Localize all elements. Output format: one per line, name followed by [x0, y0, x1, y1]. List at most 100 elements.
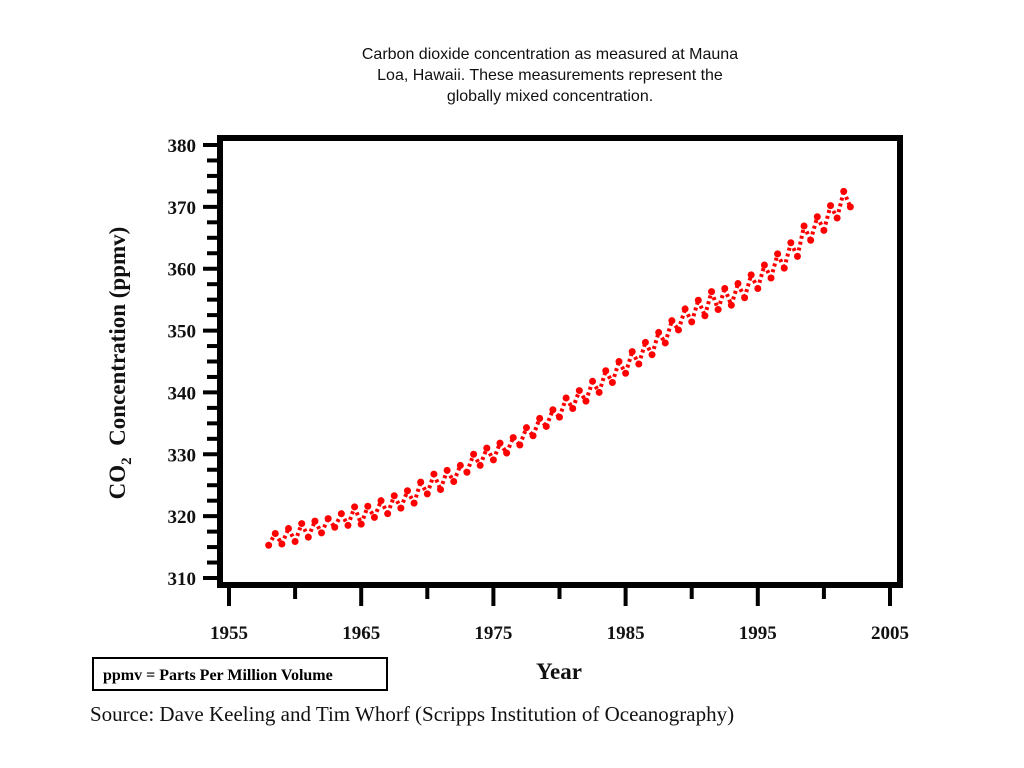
data-point — [628, 348, 636, 356]
data-point — [787, 239, 795, 247]
x-tick-label: 1985 — [607, 623, 645, 644]
data-point — [450, 478, 458, 486]
y-axis-label-subscript: 2 — [119, 457, 135, 465]
data-point — [714, 306, 722, 314]
data-point — [476, 461, 484, 469]
data-point — [377, 497, 385, 505]
data-point — [443, 466, 451, 474]
data-point — [337, 510, 345, 518]
data-point — [370, 513, 378, 521]
data-point — [721, 285, 729, 293]
data-points — [265, 187, 854, 549]
data-point — [608, 379, 616, 387]
data-point — [827, 202, 835, 210]
data-point — [542, 422, 550, 430]
data-point — [747, 271, 755, 279]
data-point — [780, 264, 788, 272]
units-note-text: ppmv = Parts Per Million Volume — [103, 667, 333, 684]
data-point — [437, 486, 445, 494]
series-segment — [742, 274, 754, 299]
data-point — [595, 388, 603, 396]
series-segment — [782, 242, 793, 269]
data-point — [410, 499, 418, 507]
data-point — [562, 394, 570, 402]
data-point — [641, 338, 649, 346]
data-point — [351, 503, 359, 511]
data-point — [344, 521, 352, 529]
data-point — [569, 405, 577, 413]
data-point — [357, 520, 365, 528]
data-point — [661, 339, 669, 347]
series-segment — [623, 351, 635, 374]
series-segment — [821, 205, 833, 231]
data-point — [529, 432, 537, 440]
series-segment — [729, 282, 740, 306]
data-point — [311, 517, 319, 525]
y-tick-label: 320 — [168, 507, 197, 528]
series-segment — [808, 216, 820, 241]
data-point — [331, 523, 339, 531]
data-point — [754, 285, 762, 293]
data-point — [384, 510, 392, 518]
axis-ticks: 310 320 330 340 350 360 370 380 1955 1965 1975 1985… — [168, 136, 910, 644]
data-point — [278, 540, 286, 548]
data-point — [622, 369, 630, 377]
series-segment — [663, 320, 674, 344]
series-segment — [636, 341, 648, 365]
y-tick-label: 350 — [168, 322, 197, 343]
data-point — [483, 444, 491, 452]
data-point — [456, 461, 464, 469]
data-point — [417, 478, 425, 486]
data-point — [364, 502, 372, 510]
y-tick-label: 310 — [168, 569, 197, 590]
data-point — [291, 538, 299, 546]
data-point — [284, 525, 292, 533]
y-tick-label: 370 — [168, 198, 197, 219]
data-point — [390, 492, 398, 500]
data-point — [430, 470, 438, 478]
series-segment — [835, 190, 846, 219]
data-point — [701, 312, 709, 320]
data-point — [271, 529, 279, 537]
data-point — [489, 456, 497, 464]
units-note-box — [92, 657, 388, 691]
data-point — [767, 274, 775, 282]
data-point — [846, 203, 854, 211]
data-point — [688, 318, 696, 326]
y-tick-label: 360 — [168, 260, 197, 281]
data-point — [760, 261, 768, 269]
series-segment — [795, 225, 807, 257]
data-point — [503, 449, 511, 457]
data-point — [734, 280, 742, 288]
series-segment — [610, 360, 621, 384]
data-point — [556, 413, 563, 421]
data-point — [813, 213, 821, 221]
y-axis-label-text: Concentration (ppmv) — [105, 227, 130, 458]
data-point — [694, 296, 702, 304]
data-point — [423, 490, 431, 498]
data-point — [741, 294, 749, 302]
data-point — [470, 450, 478, 458]
chart-title-line-2: Loa, Hawaii. These measurements represen… — [377, 67, 723, 84]
x-axis-label: Year — [536, 659, 582, 684]
data-point — [635, 360, 643, 368]
data-point — [774, 250, 782, 258]
data-point — [397, 504, 405, 512]
data-point — [674, 326, 682, 334]
series-segment — [689, 299, 701, 323]
y-tick-label: 380 — [168, 136, 197, 157]
data-point — [820, 226, 828, 234]
series-segment — [412, 481, 423, 504]
data-point — [536, 414, 544, 422]
source-credit: Source: Dave Keeling and Tim Whorf (Scri… — [90, 702, 735, 726]
data-point — [582, 397, 590, 405]
data-point — [324, 515, 332, 523]
x-tick-label: 1955 — [210, 623, 248, 644]
series-segment — [769, 253, 780, 279]
x-tick-label: 1965 — [342, 623, 380, 644]
data-point — [522, 424, 530, 432]
data-point — [793, 252, 801, 260]
series-segment — [676, 308, 687, 331]
x-tick-label: 1975 — [474, 623, 512, 644]
